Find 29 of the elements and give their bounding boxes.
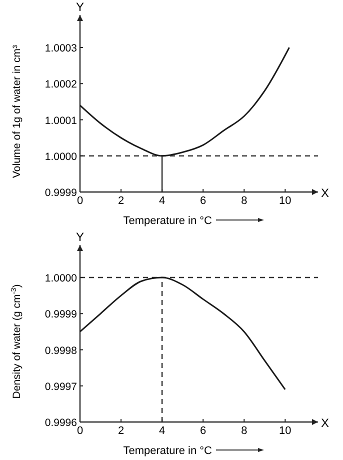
y-axis-title: Volume of 1g of water in cm³ [11,44,23,178]
x-tick-label: 4 [159,425,166,437]
y-tick-label: 0.9999 [44,308,78,321]
x-tick-label: 8 [241,425,248,437]
x-tick-label: 6 [200,195,206,207]
x-tick-label: 0 [76,195,84,207]
text: Y [76,0,84,14]
x-tick-label: 0 [76,425,84,437]
text: X [321,416,330,430]
x-tick-label: 6 [200,425,206,437]
y-tick-label: 1.0003 [44,42,78,55]
x-axis-title: Temperature in °C [123,215,212,227]
x-tick-label: 10 [279,425,292,437]
x-tick-label: 10 [279,195,292,207]
x-tick-label: 2 [118,425,124,437]
y-tick-label: 1.0002 [44,78,78,91]
x-tick-label: 8 [241,195,248,207]
y-tick-label: 1.0000 [44,272,78,285]
y-tick-label: 0.9996 [44,417,78,429]
y-tick-label: 1.0001 [44,114,78,127]
y-tick-label: 0.9999 [44,187,78,199]
text: X [321,186,330,200]
text: Y [76,230,84,244]
y-tick-label: 1.0000 [44,150,78,163]
x-axis-title: Temperature in °C [123,445,212,457]
x-tick-label: 4 [159,195,166,207]
y-tick-label: 0.9998 [44,344,78,357]
y-tick-label: 0.9997 [44,380,78,393]
x-tick-label: 2 [118,195,124,207]
